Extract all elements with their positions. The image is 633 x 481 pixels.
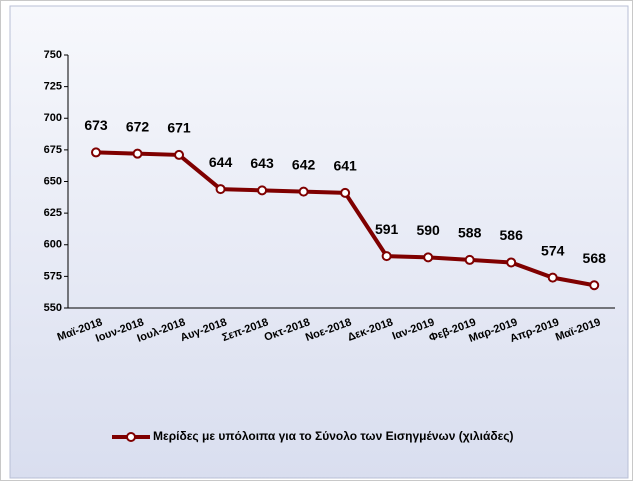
data-label: 590 (416, 222, 440, 238)
data-point (215, 184, 226, 195)
data-point (174, 149, 185, 160)
data-label: 644 (209, 154, 233, 170)
data-label: 672 (126, 118, 150, 134)
data-point (257, 185, 268, 196)
y-tick-label: 650 (44, 175, 62, 187)
y-tick-label: 600 (44, 239, 62, 251)
data-point (547, 272, 558, 283)
data-label: 568 (583, 250, 607, 266)
data-point (506, 257, 517, 268)
data-label: 642 (292, 156, 316, 172)
data-label: 641 (333, 158, 357, 174)
data-point (132, 148, 143, 159)
y-tick-label: 625 (44, 207, 62, 219)
data-label: 643 (250, 155, 274, 171)
y-tick-label: 550 (44, 302, 62, 314)
data-point (423, 252, 434, 263)
data-point (589, 280, 600, 291)
data-point (340, 187, 351, 198)
data-label: 588 (458, 225, 482, 241)
data-label: 673 (84, 117, 108, 133)
data-point (91, 147, 101, 158)
data-label: 591 (375, 221, 399, 237)
legend-marker (126, 432, 136, 442)
y-tick-label: 750 (44, 49, 62, 61)
y-tick-label: 725 (44, 81, 62, 93)
data-point (381, 251, 392, 262)
y-tick-label: 700 (44, 112, 62, 124)
data-point (464, 254, 475, 265)
data-point (298, 186, 309, 197)
data-label: 671 (167, 120, 191, 136)
y-tick-label: 575 (44, 270, 62, 282)
y-tick-label: 675 (44, 144, 62, 156)
data-label: 574 (541, 242, 565, 258)
chart-panel (9, 5, 629, 479)
legend-label: Μερίδες με υπόλοιπα για το Σύνολο των Ει… (153, 429, 514, 443)
data-label: 586 (500, 227, 524, 243)
